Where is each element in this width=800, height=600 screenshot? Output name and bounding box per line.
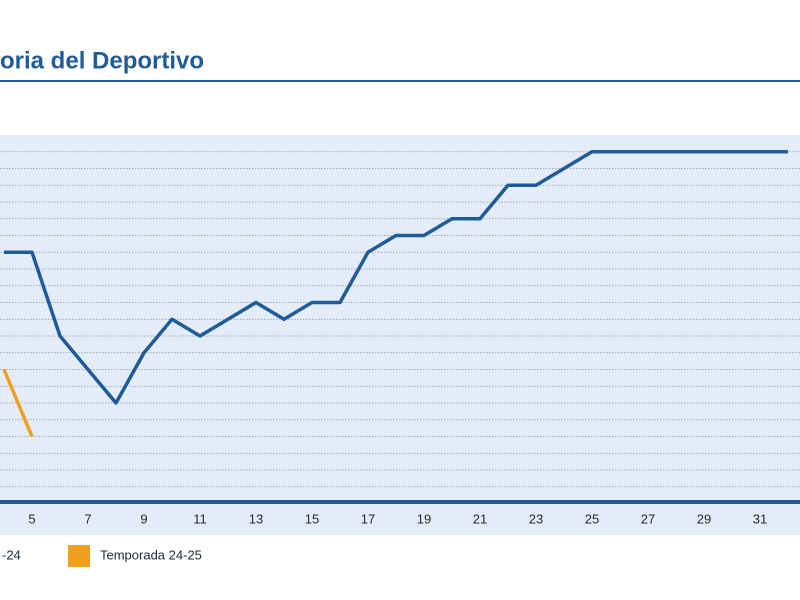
x-tick-label: 31 bbox=[753, 511, 767, 526]
x-tick-label: 7 bbox=[84, 511, 91, 526]
legend-label: Temporada 24-25 bbox=[100, 547, 202, 562]
x-tick-label: 27 bbox=[641, 511, 655, 526]
x-tick-label: 11 bbox=[193, 511, 207, 526]
x-tick-label: 23 bbox=[529, 511, 543, 526]
series-line bbox=[2, 368, 34, 438]
chart-title: oria del Deportivo bbox=[0, 47, 204, 74]
legend-label: -24 bbox=[2, 547, 21, 562]
legend-swatch bbox=[68, 545, 90, 567]
x-tick-label: 15 bbox=[305, 511, 319, 526]
plot-background bbox=[0, 135, 800, 535]
series-line bbox=[4, 150, 788, 405]
x-tick-label: 29 bbox=[697, 511, 711, 526]
x-tick-label: 17 bbox=[361, 511, 375, 526]
x-tick-label: 21 bbox=[473, 511, 487, 526]
x-tick-label: 13 bbox=[249, 511, 263, 526]
x-tick-label: 19 bbox=[417, 511, 431, 526]
x-tick-label: 5 bbox=[28, 511, 35, 526]
x-tick-label: 25 bbox=[585, 511, 599, 526]
x-tick-label: 9 bbox=[140, 511, 147, 526]
